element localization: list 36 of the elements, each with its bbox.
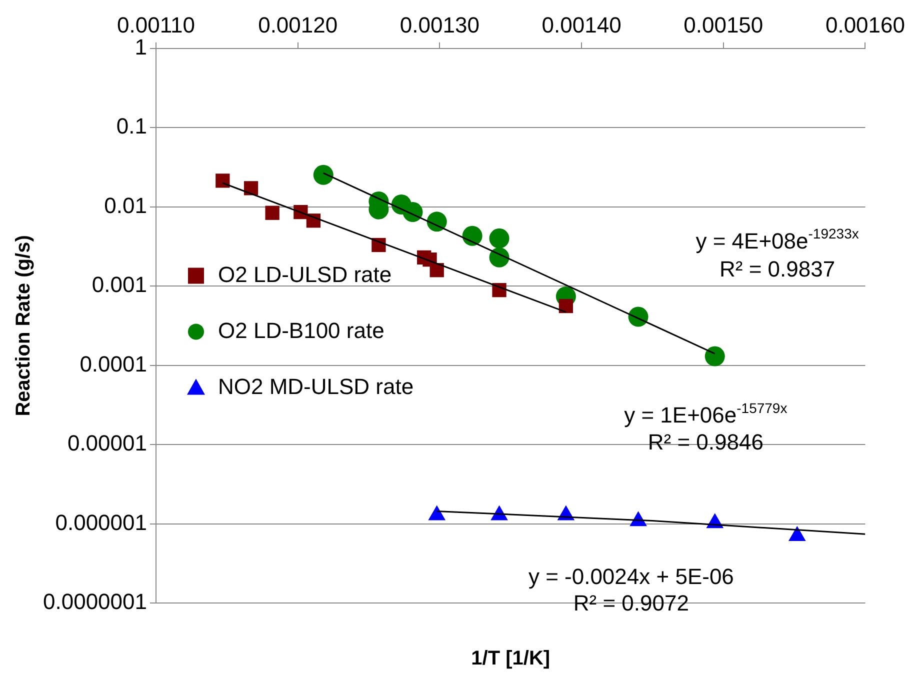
x-tick-label: 0.00120: [258, 12, 338, 38]
y-tick-label: 0.0000001: [42, 589, 147, 614]
x-tick-label: 0.00150: [684, 12, 764, 38]
x-axis-title: 1/T [1/K]: [471, 648, 550, 670]
legend-label: O2 LD-ULSD rate: [218, 262, 392, 287]
annotation: y = -0.0024x + 5E-06: [528, 564, 734, 590]
y-tick-label: 0.001: [92, 272, 147, 298]
y-axis-title: Reaction Rate (g/s): [12, 235, 35, 416]
point: [430, 263, 444, 278]
point: [462, 226, 482, 246]
y-tick-label: 0.000001: [55, 510, 147, 535]
point: [216, 174, 230, 188]
point: [704, 346, 725, 366]
point: [426, 212, 447, 232]
x-tick-label: 0.00130: [400, 12, 480, 38]
point: [489, 228, 510, 248]
annotation: R² = 0.9846: [648, 429, 764, 454]
annotation: R² = 0.9837: [720, 256, 836, 282]
annotation: R² = 0.9072: [573, 590, 689, 616]
y-tick-label: 0.0001: [80, 351, 147, 376]
y-tick-label: 0.1: [116, 114, 147, 139]
point: [628, 306, 648, 327]
x-tick-label: 0.00160: [825, 12, 906, 38]
point: [489, 247, 510, 268]
y-tick-label: 0.00001: [67, 430, 147, 456]
point: [428, 505, 446, 520]
point: [788, 526, 806, 542]
point: [313, 164, 334, 185]
legend-label: O2 LD-B100 rate: [218, 318, 384, 343]
x-tick-label: 0.00140: [542, 12, 622, 38]
y-tick-label: 0.01: [104, 192, 147, 218]
point: [244, 181, 258, 196]
point: [402, 202, 423, 222]
point: [265, 206, 280, 220]
legend-label: NO2 MD-ULSD rate: [218, 374, 414, 399]
point: [558, 298, 574, 314]
